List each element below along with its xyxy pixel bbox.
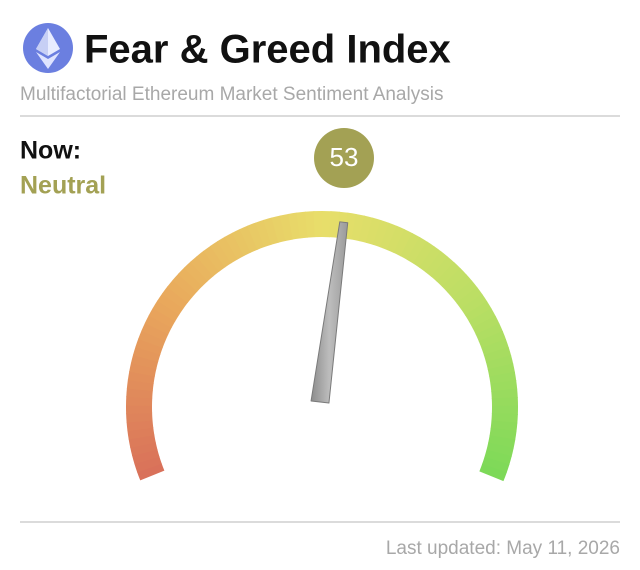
gauge-arc-segment bbox=[152, 300, 180, 322]
gauge-arc-segment bbox=[148, 307, 176, 328]
gauge-arc-segment bbox=[412, 241, 435, 268]
value-badge bbox=[314, 128, 374, 188]
gauge-arc-segment bbox=[132, 346, 161, 363]
gauge-arc-segment bbox=[400, 232, 421, 260]
gauge-arc-segment bbox=[430, 256, 455, 282]
gauge-arc-segment bbox=[386, 225, 406, 254]
gauge-arc-segment bbox=[127, 427, 155, 440]
gauge-arc-segment bbox=[129, 362, 157, 377]
gauge-arc-segment bbox=[393, 229, 413, 257]
gauge-arc-segment bbox=[210, 241, 232, 268]
gauge-arc-segment bbox=[358, 215, 374, 243]
gauge-arc-segment bbox=[126, 404, 153, 415]
gauge-arc-segment bbox=[130, 441, 158, 457]
gauge-arc-segment bbox=[479, 463, 507, 482]
gauge-arc-segment bbox=[491, 405, 518, 415]
now-label: Now: bbox=[20, 137, 81, 165]
gauge-arc-segment bbox=[484, 449, 512, 466]
gauge-arc-segment bbox=[351, 213, 366, 242]
gauge-arc-segment bbox=[486, 442, 514, 457]
gauge-arc-segment bbox=[475, 323, 503, 342]
gauge-arc-segment bbox=[127, 370, 155, 384]
gauge: 53 bbox=[126, 128, 518, 482]
status-label: Neutral bbox=[20, 172, 106, 200]
gauge-arc-segment bbox=[126, 387, 153, 399]
gauge-arc-segment bbox=[446, 274, 473, 298]
gauge-arc-segment bbox=[329, 211, 340, 238]
gauge-arc-segment bbox=[491, 413, 518, 424]
gauge-arc-segment bbox=[136, 463, 165, 481]
gauge-arc-segment bbox=[132, 449, 160, 465]
gauge-arc-segment bbox=[224, 232, 245, 260]
gauge-arc-segment bbox=[190, 255, 214, 282]
gauge-arc-segment bbox=[138, 330, 166, 348]
gauge-arc-segment bbox=[490, 380, 518, 392]
gauge-arc-segment bbox=[472, 315, 500, 335]
gauge-arc-segment bbox=[126, 419, 154, 432]
gauge-arc-segment bbox=[464, 300, 492, 322]
gauge-arc-segment bbox=[491, 388, 518, 400]
gauge-arc-segment bbox=[322, 211, 332, 238]
gauge-arc-segment bbox=[144, 314, 172, 335]
gauge-arc-segment bbox=[166, 279, 193, 303]
gauge-arc-segment bbox=[478, 331, 507, 349]
gauge-arc-segment bbox=[406, 237, 428, 264]
gauge-arc-segment bbox=[135, 338, 163, 355]
gauge-arc-segment bbox=[217, 236, 238, 264]
gauge-arc-segment bbox=[271, 215, 287, 243]
gauge-arc-segment bbox=[489, 427, 517, 441]
gauge-arc-segment bbox=[344, 212, 357, 240]
gauge-arc-segment bbox=[460, 293, 488, 316]
gauge-arc-segment bbox=[126, 412, 153, 423]
gauge-arc-segment bbox=[436, 262, 461, 287]
gauge-arc-segment bbox=[481, 338, 509, 356]
gauge-arc-segment bbox=[126, 396, 153, 406]
gauge-arc-segment bbox=[468, 308, 496, 329]
subtitle: Multifactorial Ethereum Market Sentiment… bbox=[20, 84, 443, 105]
gauge-arc-segment bbox=[441, 267, 467, 293]
ethereum-icon bbox=[23, 23, 73, 73]
gauge-arc-segment bbox=[177, 267, 203, 292]
gauge-arc-segment bbox=[365, 217, 382, 246]
gauge-arc-segment bbox=[239, 225, 258, 253]
gauge-arc-segment bbox=[488, 435, 516, 449]
gauge-arc-segment bbox=[157, 293, 184, 316]
gauge-arc-segment bbox=[304, 211, 316, 238]
footer: Last updated: May 11, 2026 bbox=[386, 538, 620, 559]
gauge-arc-segment bbox=[183, 261, 209, 287]
gauge-arc-segment bbox=[196, 250, 220, 277]
gauge-arc-segment bbox=[134, 456, 162, 473]
gauge-arc-segment bbox=[130, 354, 159, 370]
gauge-arc-segment bbox=[483, 347, 512, 363]
gauge-arc-segment bbox=[425, 251, 449, 277]
gauge-arc-segment bbox=[255, 219, 272, 248]
gauge-arc-segment bbox=[231, 228, 252, 257]
gauge-arc-segment bbox=[296, 211, 308, 239]
gauge-arc-segment bbox=[491, 397, 518, 407]
gauge-arc-segment bbox=[172, 273, 198, 298]
value-label: 53 bbox=[330, 142, 359, 172]
gauge-arc-segment bbox=[485, 355, 514, 370]
gauge-arc-segment bbox=[451, 280, 478, 304]
gauge-arc-segment bbox=[419, 246, 442, 273]
gauge-arc-segment bbox=[141, 322, 169, 342]
gauge-arc-segment bbox=[313, 211, 323, 238]
gauge-arc-segment bbox=[456, 287, 483, 310]
gauge-arc-segment bbox=[161, 286, 188, 309]
gauge-arc-segment bbox=[482, 456, 510, 474]
title: Fear & Greed Index bbox=[84, 28, 451, 72]
gauge-arc-segment bbox=[263, 217, 279, 245]
gauge-arc-segment bbox=[379, 222, 398, 251]
gauge-arc-segment bbox=[203, 245, 226, 272]
needle bbox=[310, 221, 349, 404]
gauge-arc-segment bbox=[247, 222, 265, 250]
gauge-arc-segment bbox=[372, 219, 390, 248]
